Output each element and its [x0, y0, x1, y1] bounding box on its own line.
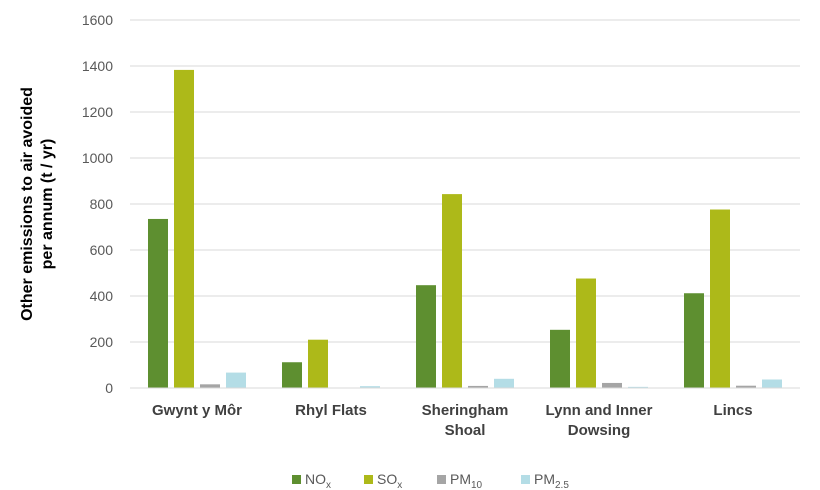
x-tick-label: Rhyl Flats — [295, 402, 367, 419]
bar — [200, 384, 220, 388]
y-tick-label: 0 — [105, 380, 113, 396]
bar — [576, 278, 596, 388]
legend-swatch — [292, 475, 301, 484]
bar — [174, 69, 194, 388]
bar — [360, 386, 380, 388]
bar — [442, 194, 462, 388]
legend-swatch — [437, 475, 446, 484]
bar — [628, 386, 648, 388]
y-tick-label: 1000 — [82, 150, 113, 166]
category-labels: Gwynt y Môr Rhyl Flats Sheringham Shoal Lynn… — [152, 402, 753, 439]
bar — [282, 362, 302, 388]
bar — [494, 378, 514, 388]
x-tick-label: Gwynt y Môr — [152, 402, 242, 419]
legend-swatch — [364, 475, 373, 484]
bar — [736, 385, 756, 388]
y-tick-label: 1400 — [82, 58, 113, 74]
legend-label: NOx — [305, 471, 331, 490]
bar — [710, 209, 730, 388]
bar — [416, 285, 436, 388]
bars — [148, 69, 782, 388]
bar — [468, 385, 488, 388]
y-axis-label: Other emissions to air avoided per annum … — [19, 87, 56, 321]
bar — [308, 339, 328, 388]
y-tick-label: 1200 — [82, 104, 113, 120]
y-tick-label: 400 — [90, 288, 114, 304]
bar — [550, 329, 570, 388]
y-axis-ticks: 0 200 400 600 800 1000 1200 1400 1600 — [82, 12, 113, 396]
legend-label: PM2.5 — [534, 471, 569, 490]
bar — [762, 379, 782, 388]
gridlines — [130, 19, 800, 343]
bar — [148, 218, 168, 388]
legend-swatch — [521, 475, 530, 484]
bar — [602, 382, 622, 388]
bar — [226, 372, 246, 388]
x-tick-label: Sheringham Shoal — [422, 402, 509, 439]
legend-label: SOx — [377, 471, 402, 490]
x-tick-label: Lincs — [713, 402, 752, 419]
y-tick-label: 200 — [90, 334, 114, 350]
x-tick-label: Lynn and Inner Dowsing — [546, 402, 653, 439]
y-tick-label: 800 — [90, 196, 114, 212]
bar — [684, 293, 704, 388]
y-axis-title: Other emissions to air avoided per annum … — [19, 87, 56, 321]
y-tick-label: 600 — [90, 242, 114, 258]
legend: NOx SOx PM10 PM2.5 — [292, 471, 569, 490]
y-tick-label: 1600 — [82, 12, 113, 28]
legend-label: PM10 — [450, 471, 483, 490]
